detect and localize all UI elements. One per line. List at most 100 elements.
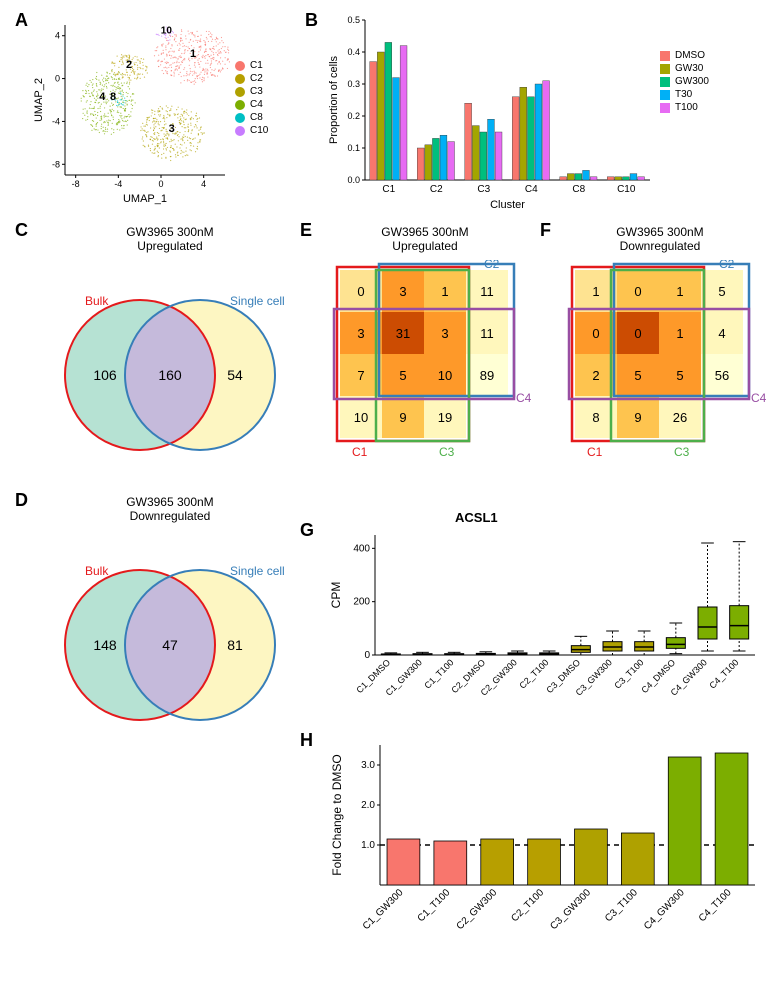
venn-downregulated: 148 47 81 Bulk Single cell [40, 530, 300, 740]
svg-text:10: 10 [438, 368, 452, 383]
svg-text:89: 89 [480, 368, 494, 383]
svg-text:C4_T100: C4_T100 [697, 887, 734, 924]
svg-text:C2: C2 [719, 260, 735, 271]
svg-text:1: 1 [676, 326, 683, 341]
panel-label-E: E [300, 220, 312, 241]
svg-text:C8: C8 [572, 184, 585, 195]
svg-text:11: 11 [480, 326, 494, 341]
svg-text:9: 9 [399, 410, 406, 425]
svg-text:0.2: 0.2 [347, 111, 360, 121]
svg-text:Cluster: Cluster [490, 199, 525, 210]
svg-text:C3_T100: C3_T100 [603, 887, 640, 924]
svg-text:C1: C1 [382, 184, 395, 195]
svg-text:148: 148 [93, 637, 117, 653]
svg-text:200: 200 [353, 597, 370, 608]
proportion-legend: DMSOGW30GW300T30T100 [660, 50, 709, 115]
svg-text:106: 106 [93, 367, 117, 383]
svg-text:4: 4 [718, 326, 725, 341]
svg-text:5: 5 [399, 368, 406, 383]
svg-text:C1: C1 [587, 445, 603, 459]
svg-text:C4_GW300: C4_GW300 [642, 887, 687, 932]
svg-text:CPM: CPM [329, 582, 343, 609]
svg-text:5: 5 [676, 368, 683, 383]
figure: A B C D E F G H -8-404-8-404UMAP_1UMAP_2… [10, 10, 765, 982]
panel-label-A: A [15, 10, 28, 31]
svg-text:3.0: 3.0 [361, 760, 375, 771]
cpm-boxplot: 0200400C1_DMSOC1_GW300C1_T100C2_DMSOC2_G… [325, 530, 765, 730]
panel-label-G: G [300, 520, 314, 541]
grid-down-title: GW3965 300nM Downregulated [565, 225, 755, 253]
svg-text:1: 1 [441, 284, 448, 299]
svg-text:C2: C2 [430, 184, 443, 195]
svg-text:47: 47 [162, 637, 178, 653]
svg-text:1: 1 [592, 284, 599, 299]
svg-text:81: 81 [227, 637, 243, 653]
svg-text:C2_GW300: C2_GW300 [455, 887, 500, 932]
panel-label-F: F [540, 220, 551, 241]
svg-text:0.5: 0.5 [347, 15, 360, 25]
svg-text:Proportion of cells: Proportion of cells [328, 55, 340, 144]
svg-text:3: 3 [441, 326, 448, 341]
svg-text:2: 2 [592, 368, 599, 383]
svg-text:C1_T100: C1_T100 [416, 887, 453, 924]
svg-text:C1: C1 [352, 445, 368, 459]
foldchange-bar: 1.0 2.0 3.0 C1_GW300 C1_T100C2_GW300C2_T100 C… [325, 740, 765, 960]
svg-text:8: 8 [592, 410, 599, 425]
svg-text:400: 400 [353, 543, 370, 554]
svg-text:4: 4 [55, 31, 60, 41]
panel-label-B: B [305, 10, 318, 31]
svg-text:1: 1 [190, 48, 196, 60]
svg-text:56: 56 [715, 368, 729, 383]
svg-text:54: 54 [227, 367, 243, 383]
svg-text:0: 0 [634, 326, 641, 341]
svg-text:9: 9 [634, 410, 641, 425]
svg-text:C3: C3 [439, 445, 455, 459]
svg-text:-8: -8 [52, 159, 60, 169]
svg-text:11: 11 [480, 284, 494, 299]
svg-text:0: 0 [592, 326, 599, 341]
svg-text:C2_T100: C2_T100 [509, 887, 546, 924]
svg-text:1.0: 1.0 [361, 840, 375, 851]
svg-text:0.3: 0.3 [347, 79, 360, 89]
svg-text:C3: C3 [674, 445, 690, 459]
svg-text:19: 19 [438, 410, 452, 425]
svg-text:2.0: 2.0 [361, 800, 375, 811]
svg-text:-8: -8 [72, 179, 80, 189]
svg-text:C3: C3 [477, 184, 490, 195]
svg-text:C4: C4 [751, 391, 767, 405]
panel-label-C: C [15, 220, 28, 241]
svg-text:4: 4 [99, 91, 106, 103]
svg-text:UMAP_1: UMAP_1 [123, 193, 167, 205]
svg-text:5: 5 [634, 368, 641, 383]
svg-text:0: 0 [158, 179, 163, 189]
svg-text:1: 1 [676, 284, 683, 299]
svg-text:Bulk: Bulk [85, 564, 109, 578]
svg-text:0: 0 [634, 284, 641, 299]
venn-down-title: GW3965 300nM Downregulated [70, 495, 270, 523]
svg-text:0.0: 0.0 [347, 175, 360, 185]
svg-text:3: 3 [169, 123, 175, 135]
svg-text:C4_T100: C4_T100 [707, 657, 740, 690]
svg-text:2: 2 [126, 59, 132, 71]
svg-text:Bulk: Bulk [85, 294, 109, 308]
svg-text:10: 10 [161, 26, 173, 37]
svg-text:4: 4 [201, 179, 206, 189]
svg-text:26: 26 [673, 410, 687, 425]
panel-label-D: D [15, 490, 28, 511]
svg-text:Single cell: Single cell [230, 564, 285, 578]
svg-text:C10: C10 [617, 184, 636, 195]
proportion-bar-chart: 0.00.10.20.30.40.5C1C2C3C4C8C10ClusterPr… [325, 15, 655, 210]
svg-text:3: 3 [399, 284, 406, 299]
svg-text:7: 7 [357, 368, 364, 383]
umap-legend: C1C2C3C4C8C10 [235, 60, 268, 138]
svg-text:0.1: 0.1 [347, 143, 360, 153]
svg-text:C2: C2 [484, 260, 500, 271]
svg-text:-4: -4 [52, 116, 60, 126]
svg-text:0: 0 [55, 74, 60, 84]
svg-text:Fold Change to DMSO: Fold Change to DMSO [330, 754, 344, 875]
svg-text:3: 3 [357, 326, 364, 341]
svg-text:31: 31 [396, 326, 410, 341]
svg-text:C4: C4 [525, 184, 538, 195]
svg-text:C1_GW300: C1_GW300 [361, 887, 406, 932]
svg-text:10: 10 [354, 410, 368, 425]
